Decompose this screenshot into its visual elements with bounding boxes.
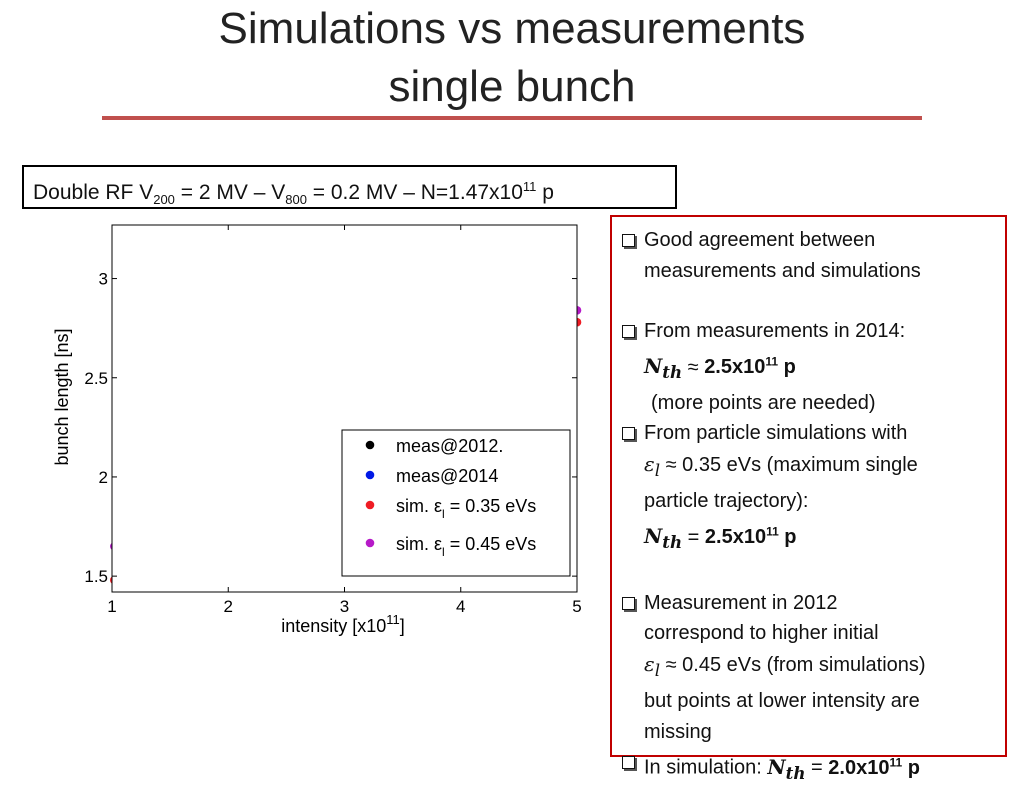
parameters-box: Double RF V200 = 2 MV – V800 = 0.2 MV – …: [22, 165, 677, 209]
note-2-comment: (more points are needed): [651, 391, 876, 414]
x-axis-label: intensity [x1011]: [281, 612, 405, 636]
checkbox-bullet-icon: [622, 234, 635, 247]
legend: meas@2012. meas@2014 sim. εl = 0.35 eVs sim…: [341, 429, 571, 577]
x-axis-label-exp: 11: [386, 612, 400, 627]
x-tick-label: 1: [107, 597, 116, 616]
x-axis-label-end: ]: [400, 616, 405, 636]
bunch-length-chart: 1 2 3 4 5 1.5 2 2.5 3 meas@2012. meas@2014 sim. εl…: [52, 224, 582, 636]
param-prefix: Double RF V: [33, 181, 154, 204]
notes-panel: Good agreement between measurements and s…: [610, 215, 1007, 783]
note-4-line-1: Measurement in 2012: [644, 591, 838, 614]
x-axis-label-text: intensity [x10: [281, 616, 386, 636]
checkbox-bullet-icon: [622, 325, 635, 338]
x-tick-label: 5: [572, 597, 581, 616]
note-4-line-4: but points at lower intensity are: [644, 690, 920, 713]
legend-marker: [365, 470, 375, 480]
legend-label: sim. εl = 0.45 eVs: [396, 534, 536, 559]
nth-symbol: Nth: [767, 754, 806, 783]
title-underline: [102, 116, 922, 120]
note-3-value: ≈ 0.35 eVs (maximum single: [660, 453, 918, 476]
y-axis-label: bunch length [ns]: [52, 328, 72, 465]
title-line-2: single bunch: [388, 62, 636, 111]
note-simulations: From particle simulations with εl ≈ 0.35 …: [622, 418, 999, 558]
param-exponent: 11: [522, 179, 537, 194]
x-tick-label: 2: [224, 597, 233, 616]
note-3-eq: =: [682, 526, 705, 549]
y-tick-label: 1.5: [84, 567, 108, 586]
y-tick-label: 2.5: [84, 369, 108, 388]
x-tick-label: 3: [340, 597, 349, 616]
y-tick-label: 2: [99, 468, 108, 487]
checkbox-bullet-icon: [622, 427, 635, 441]
nth-symbol: Nth: [644, 354, 683, 383]
epsilon-symbol: εl: [644, 651, 661, 680]
checkbox-bullet-icon: [622, 756, 635, 770]
param-mid-2: = 0.2 MV – N=1.47x10: [306, 181, 523, 204]
legend-marker: [365, 538, 375, 548]
note-measurements-2014: From measurements in 2014: Nth ≈ 2.5x1011…: [622, 316, 999, 388]
epsilon-symbol: εl: [644, 451, 661, 480]
param-suffix: p: [536, 181, 554, 204]
slide-title: Simulations vs measurements single bunch: [0, 0, 1024, 116]
y-tick-label: 3: [99, 270, 108, 289]
legend-marker: [365, 440, 375, 450]
legend-marker: [365, 500, 375, 510]
legend-label: sim. εl = 0.35 eVs: [396, 496, 536, 521]
x-tick-label: 4: [456, 597, 465, 616]
note-1-line-2: measurements and simulations: [644, 259, 921, 282]
note-2-approx: ≈: [682, 356, 705, 379]
note-measurement-2012: Measurement in 2012 correspond to higher …: [622, 588, 999, 748]
legend-box: [341, 429, 571, 577]
note-2-value: 2.5x1011 p: [704, 354, 796, 379]
note-4-line-5: missing: [644, 720, 712, 743]
note-3-result: 2.5x1011 p: [704, 524, 797, 549]
note-1-line-1: Good agreement between: [644, 229, 876, 251]
legend-label: meas@2014: [396, 466, 498, 486]
title-line-1: Simulations vs measurements: [218, 4, 806, 53]
checkbox-bullet-icon: [622, 596, 635, 610]
note-3-line-3: particle trajectory):: [644, 490, 809, 513]
note-4-value: ≈ 0.45 eVs (from simulations): [660, 653, 926, 676]
note-4-line-2: correspond to higher initial: [644, 622, 879, 645]
param-mid-1: = 2 MV – V: [174, 181, 286, 204]
legend-label: meas@2012.: [396, 436, 503, 456]
note-3-line-1: From particle simulations with: [644, 422, 908, 445]
param-sub-200: 200: [153, 192, 175, 208]
note-2-line-1: From measurements in 2014:: [644, 320, 906, 342]
note-agreement: Good agreement between measurements and s…: [622, 225, 999, 286]
param-sub-800: 800: [285, 192, 307, 208]
nth-symbol: Nth: [644, 524, 683, 553]
